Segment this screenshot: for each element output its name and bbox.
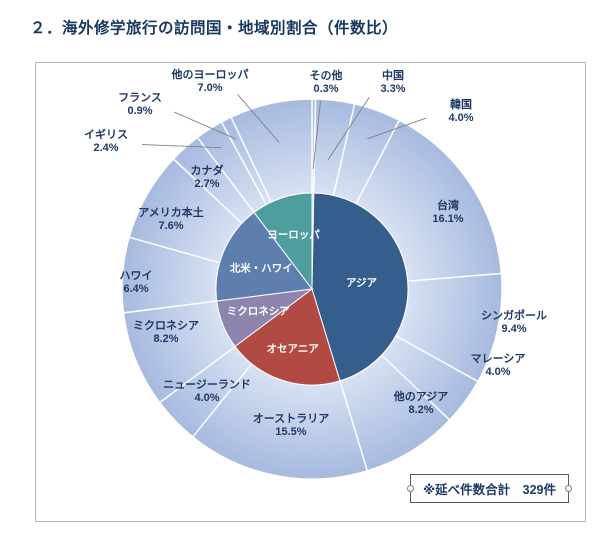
outer-label-他のヨーロッパ: 他のヨーロッパ 7.0% (171, 67, 249, 94)
selection-handle-left-icon (406, 484, 414, 492)
leader-line-中国 (327, 96, 370, 161)
inner-slice-ヨーロッパ (253, 192, 313, 291)
chart-frame: その他 0.3% 中国 3.3% 韓国 4.0% 台湾 16.1% シンガポール 9.4% マレーシ… (35, 62, 586, 522)
leader-line-他のヨーロッパ (237, 94, 280, 143)
outer-label-その他: その他 0.3% (310, 68, 343, 95)
outer-label-フランス: フランス 0.9% (118, 91, 162, 117)
inner-label-北米・ハワイ: 北米・ハワイ (230, 262, 293, 275)
outer-label-台湾: 台湾 16.1% (432, 198, 463, 225)
total-count-label: ※延べ件数合計 329件 (422, 483, 556, 497)
inner-slice-オセアニア (234, 288, 341, 386)
outer-label-オーストラリア: オーストラリア 15.5% (253, 412, 329, 438)
inner-slice-北米・ハワイ (215, 211, 313, 302)
inner-label-ミクロネシア: ミクロネシア (227, 306, 290, 318)
outer-label-マレーシア: マレーシア 4.0% (471, 352, 526, 378)
outer-label-シンガポール: シンガポール 9.4% (481, 308, 547, 335)
inner-label-アジア: アジア (346, 277, 378, 289)
outer-label-アメリカ本土: アメリカ本土 7.6% (138, 205, 203, 232)
selection-handle-right-icon (565, 484, 572, 492)
inner-label-ヨーロッパ: ヨーロッパ (267, 229, 320, 241)
inner-label-オセアニア: オセアニア (267, 343, 320, 355)
outer-label-カナダ: カナダ 2.7% (191, 163, 224, 190)
outer-label-韓国: 韓国 4.0% (448, 97, 473, 124)
outer-label-他のアジア: 他のアジア 8.2% (393, 389, 449, 416)
page-title: ２．海外修学旅行の訪問国・地域別割合（件数比） (30, 20, 399, 37)
total-count-box: ※延べ件数合計 329件 (406, 474, 572, 503)
leader-line-イギリス (141, 144, 222, 149)
donut-chart: その他 0.3% 中国 3.3% 韓国 4.0% 台湾 16.1% シンガポール 9.4% マレーシ… (84, 67, 547, 480)
leader-line-韓国 (366, 117, 427, 140)
outer-label-ニュージーランド: ニュージーランド 4.0% (163, 378, 251, 404)
leader-line-フランス (173, 111, 237, 140)
inner-slice-アジア (311, 192, 409, 382)
leader-line-その他 (312, 100, 321, 170)
outer-label-中国: 中国 3.3% (380, 68, 405, 95)
outer-label-ミクロネシア: ミクロネシア 8.2% (133, 319, 199, 345)
outer-label-ハワイ: ハワイ 6.4% (120, 269, 153, 295)
outer-label-イギリス: イギリス 2.4% (84, 127, 128, 154)
